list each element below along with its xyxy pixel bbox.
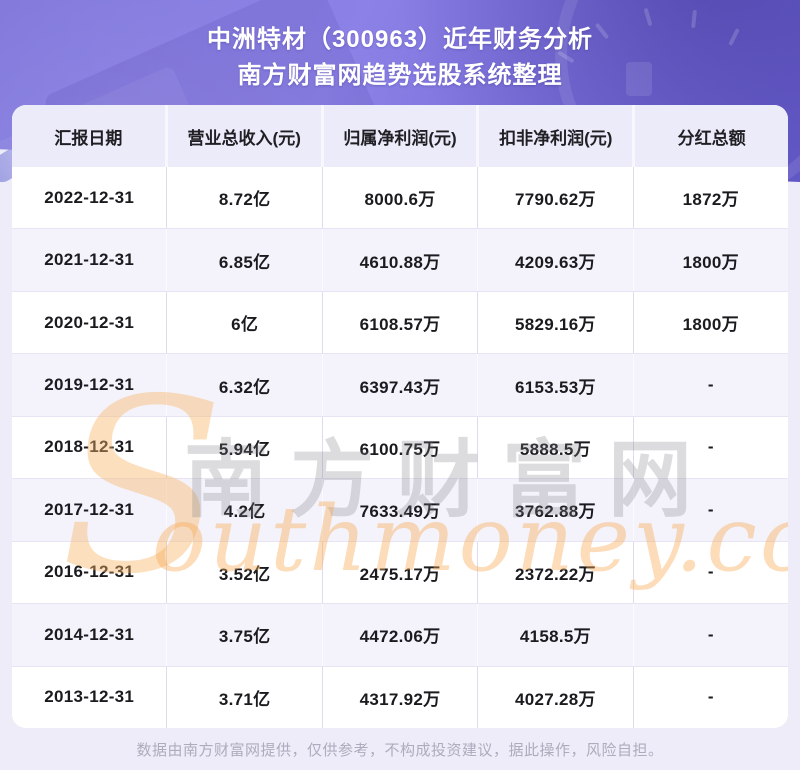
- table-cell: 1872万: [632, 167, 788, 229]
- disclaimer-text: 数据由南方财富网提供，仅供参考，不构成投资建议，据此操作，风险自担。: [136, 742, 664, 759]
- table-cell: 2014-12-31: [44, 624, 135, 644]
- table-cell: 4158.5万: [477, 604, 632, 666]
- table-cell: 2475.17万: [321, 541, 477, 604]
- table-cell: -: [632, 479, 788, 541]
- table-row: 2021-12-31 6.85亿 4610.88万 4209.63万 1800万: [12, 228, 788, 291]
- table-cell: 6397.43万: [321, 354, 477, 416]
- table-cell: 6.85亿: [166, 229, 321, 291]
- table-cell: 2013-12-31: [44, 687, 135, 707]
- table-row: 2018-12-31 5.94亿 6100.75万 5888.5万 -: [12, 415, 788, 479]
- table-cell: -: [632, 541, 788, 604]
- title-line-1: 中洲特材（300963）近年财务分析: [206, 26, 594, 53]
- table-cell: 2022-12-31: [44, 187, 135, 207]
- table-cell: 7633.49万: [321, 479, 477, 541]
- table-cell: -: [632, 666, 788, 728]
- fuel-pump-icon: [626, 62, 652, 96]
- table-header-row: 汇报日期 营业总收入(元) 归属净利润(元) 扣非净利润(元) 分红总额: [12, 105, 788, 167]
- table-cell: 1800万: [632, 229, 788, 291]
- column-header: 营业总收入(元): [164, 105, 321, 167]
- table-cell: -: [632, 416, 788, 479]
- table-row: 2017-12-31 4.2亿 7633.49万 3762.88万 -: [12, 478, 788, 541]
- table-body: 2022-12-31 8.72亿 8000.6万 7790.62万 1872万 2021-…: [12, 167, 788, 728]
- table-row: 2013-12-31 3.71亿 4317.92万 4027.28万 -: [12, 665, 788, 728]
- financial-table-panel: 汇报日期 营业总收入(元) 归属净利润(元) 扣非净利润(元) 分红总额 2022-12…: [12, 105, 788, 728]
- table-cell: 4027.28万: [477, 666, 632, 728]
- column-header: 分红总额: [632, 105, 788, 167]
- table-cell: 2018-12-31: [44, 437, 135, 457]
- table-cell: 7790.62万: [477, 167, 632, 229]
- table-cell: 6.32亿: [166, 354, 321, 416]
- table-cell: 6100.75万: [321, 416, 477, 479]
- table-row: 2016-12-31 3.52亿 2475.17万 2372.22万 -: [12, 540, 788, 604]
- title-line-2: 南方财富网趋势选股系统整理: [237, 62, 563, 89]
- table-cell: 4.2亿: [166, 479, 321, 541]
- table-cell: 3.75亿: [166, 604, 321, 666]
- table-cell: 4209.63万: [477, 229, 632, 291]
- table-cell: 2016-12-31: [44, 562, 135, 582]
- table-cell: 6153.53万: [477, 354, 632, 416]
- column-header: 汇报日期: [54, 128, 123, 148]
- table-row: 2014-12-31 3.75亿 4472.06万 4158.5万 -: [12, 603, 788, 666]
- table-row: 2020-12-31 6亿 6108.57万 5829.16万 1800万: [12, 290, 788, 354]
- column-header: 扣非净利润(元): [476, 105, 632, 167]
- table-cell: 8000.6万: [321, 167, 477, 229]
- table-cell: 4472.06万: [321, 604, 477, 666]
- table-cell: 2019-12-31: [44, 375, 135, 395]
- table-cell: 6亿: [166, 291, 321, 354]
- table-cell: 5888.5万: [477, 416, 632, 479]
- page-title: 中洲特材（300963）近年财务分析 南方财富网趋势选股系统整理: [0, 22, 800, 94]
- table-cell: -: [632, 604, 788, 666]
- table-cell: 2372.22万: [477, 541, 632, 604]
- table-row: 2022-12-31 8.72亿 8000.6万 7790.62万 1872万: [12, 167, 788, 229]
- table-cell: 4610.88万: [321, 229, 477, 291]
- table-cell: 1800万: [632, 291, 788, 354]
- table-cell: 5829.16万: [477, 291, 632, 354]
- column-header: 归属净利润(元): [320, 105, 477, 167]
- table-cell: 6108.57万: [321, 291, 477, 354]
- table-cell: 3.52亿: [166, 541, 321, 604]
- table-cell: 2020-12-31: [44, 312, 135, 332]
- table-cell: 8.72亿: [166, 167, 321, 229]
- table-cell: 2021-12-31: [44, 250, 135, 270]
- table-row: 2019-12-31 6.32亿 6397.43万 6153.53万 -: [12, 353, 788, 416]
- table-cell: 4317.92万: [321, 666, 477, 728]
- table-cell: 2017-12-31: [44, 499, 135, 519]
- table-cell: -: [632, 354, 788, 416]
- table-cell: 3762.88万: [477, 479, 632, 541]
- table-cell: 5.94亿: [166, 416, 321, 479]
- table-cell: 3.71亿: [166, 666, 321, 728]
